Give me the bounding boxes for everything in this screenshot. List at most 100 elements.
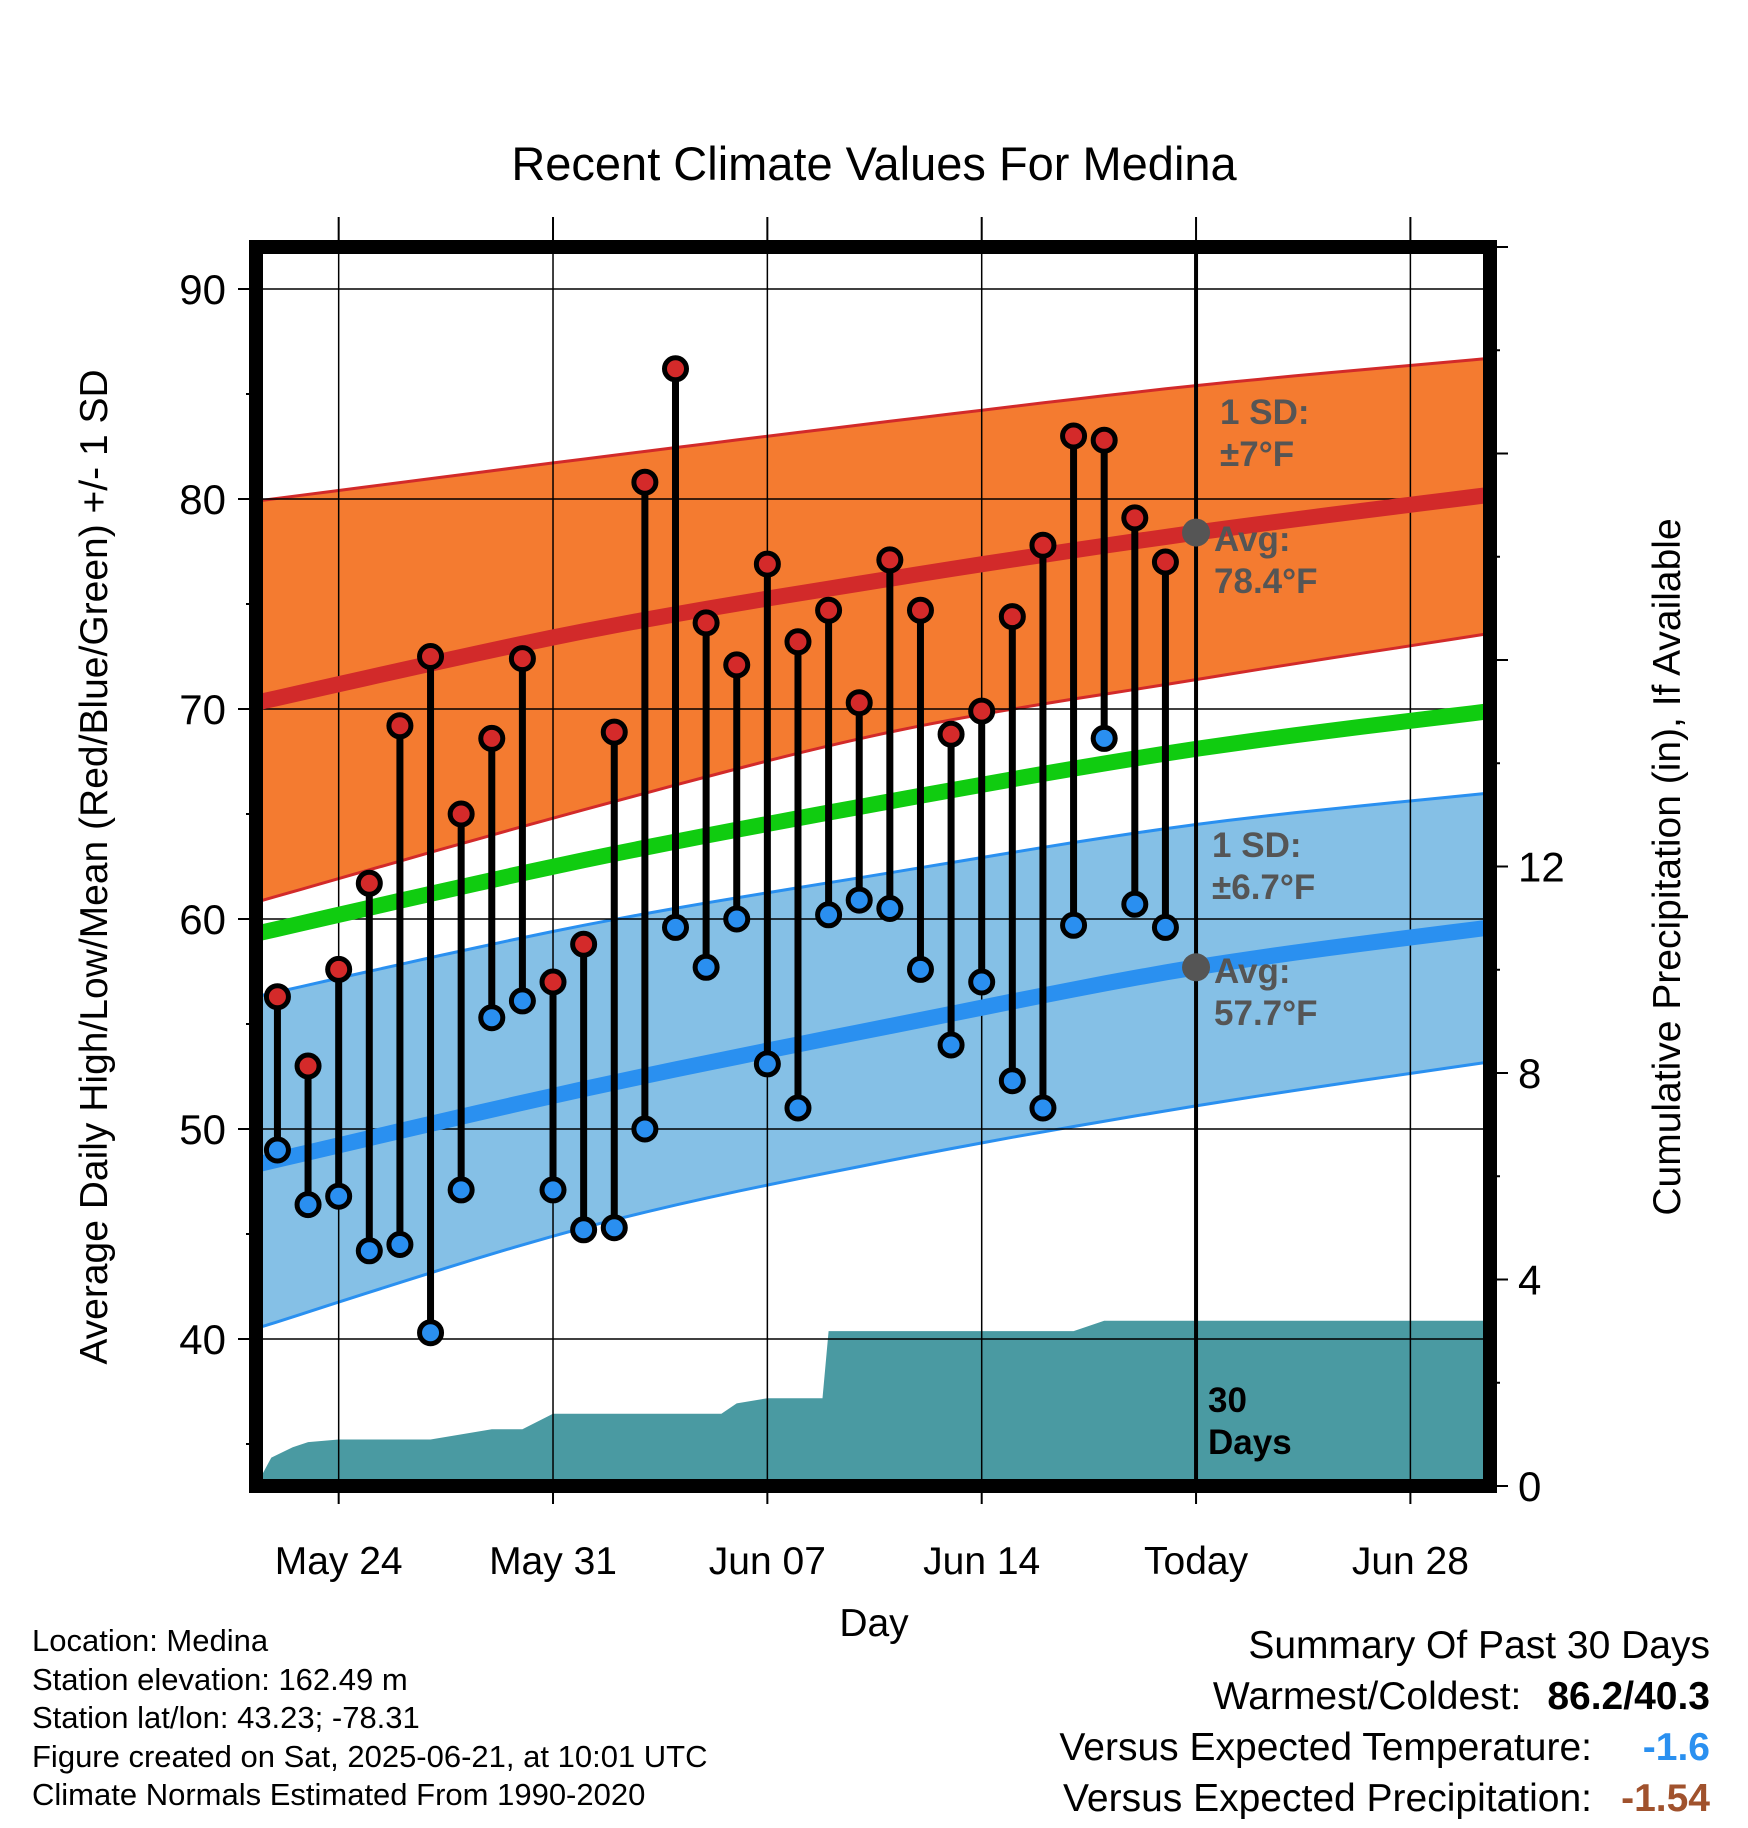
today-avg-low-marker xyxy=(1182,953,1211,982)
warm-cold-value: 86.2/40.3 xyxy=(1547,1675,1710,1718)
low-point xyxy=(876,895,904,922)
created-text: Figure created on Sat, 2025-06-21, at 10… xyxy=(32,1738,708,1774)
x-tick-label: Jun 14 xyxy=(923,1540,1040,1583)
y-tick-label: 40 xyxy=(179,1316,226,1363)
low-point xyxy=(478,1004,506,1032)
precip-days-annotation: 30 Days xyxy=(1208,1381,1292,1462)
high-point xyxy=(1029,531,1057,559)
low-point xyxy=(1029,1094,1057,1122)
high-point xyxy=(937,720,965,748)
x-tick-label: Jun 07 xyxy=(709,1540,826,1583)
today-avg-high-marker xyxy=(1182,518,1211,547)
low-point xyxy=(845,886,873,914)
low-point xyxy=(723,905,751,933)
high-point xyxy=(845,689,873,717)
high-point xyxy=(570,930,598,958)
y2-axis-label: Cumulative Precipitation (in), If Availa… xyxy=(1646,518,1689,1215)
low-point xyxy=(692,953,720,981)
low-point xyxy=(417,1319,445,1347)
annotation-layer: 1 SD: ±7°F Avg: 78.4°F 1 SD: ±6.7°F Avg: 57.7°F… xyxy=(1182,393,1318,1462)
y2-tick-label: 8 xyxy=(1518,1050,1541,1097)
low-point xyxy=(263,1136,291,1164)
high-point xyxy=(723,651,751,679)
high-point xyxy=(508,645,536,673)
low-avg-annotation: Avg: 57.7°F xyxy=(1214,952,1318,1033)
y-tick-label: 90 xyxy=(179,266,226,313)
chart-title: Recent Climate Values For Medina xyxy=(511,137,1237,190)
high-point xyxy=(631,468,659,496)
high-point xyxy=(968,697,996,725)
normals-text: Climate Normals Estimated From 1990-2020 xyxy=(32,1777,646,1812)
low-point xyxy=(508,987,536,1015)
x-tick-label: Today xyxy=(1144,1540,1249,1583)
high-point xyxy=(906,596,934,624)
latlon-text: Station lat/lon: 43.23; -78.31 xyxy=(32,1700,420,1735)
summary-title: Summary Of Past 30 Days xyxy=(1248,1624,1710,1667)
y-tick-label: 60 xyxy=(179,896,226,943)
low-sd-band-lower-edge xyxy=(256,1060,1490,1330)
temp-label: Versus Expected Temperature: xyxy=(1059,1726,1592,1769)
low-point xyxy=(447,1176,475,1204)
low-point xyxy=(1090,724,1118,752)
daily-data-layer xyxy=(263,355,1179,1347)
low-point xyxy=(539,1176,567,1204)
low-point xyxy=(294,1191,322,1219)
low-point xyxy=(570,1216,598,1244)
low-point xyxy=(784,1094,812,1122)
y-axis-label: Average Daily High/Low/Mean (Red/Blue/Gr… xyxy=(73,369,116,1364)
x-tick-label: May 31 xyxy=(489,1540,617,1583)
precip-label: Versus Expected Precipitation: xyxy=(1063,1777,1592,1820)
low-point xyxy=(325,1182,353,1210)
high-point xyxy=(355,869,383,897)
high-point xyxy=(692,609,720,637)
location-text: Location: Medina xyxy=(32,1623,269,1658)
low-point xyxy=(1121,890,1149,918)
y2-tick-label: 12 xyxy=(1518,844,1565,891)
high-sd-annotation: 1 SD: ±7°F xyxy=(1220,393,1309,474)
high-point xyxy=(753,550,781,578)
y-tick-label: 80 xyxy=(179,476,226,523)
high-point xyxy=(325,955,353,983)
y-tick-label: 70 xyxy=(179,686,226,733)
plot-area xyxy=(256,247,1490,1486)
station-info: Location: Medina Station elevation: 162.… xyxy=(32,1622,708,1815)
high-point xyxy=(539,968,567,996)
high-point xyxy=(386,712,414,740)
warm-cold-label: Warmest/Coldest: xyxy=(1212,1675,1522,1718)
high-point xyxy=(478,724,506,752)
high-sd-band xyxy=(256,358,1490,903)
band-layer xyxy=(256,356,1490,1486)
high-sd-band-upper-edge xyxy=(256,356,1490,503)
high-point xyxy=(600,718,628,746)
high-point xyxy=(998,603,1026,631)
x-tick-label: May 24 xyxy=(275,1540,403,1583)
high-point xyxy=(263,983,291,1011)
low-sd-annotation: 1 SD: ±6.7°F xyxy=(1212,826,1315,907)
axis-layer: 40 50 60 70 80 90 0 4 8 12 May 24 May 31 Jun 07 Jun 1… xyxy=(179,217,1565,1583)
elevation-text: Station elevation: 162.49 m xyxy=(32,1661,408,1697)
x-axis-label: Day xyxy=(839,1602,909,1645)
low-point xyxy=(753,1050,781,1078)
high-point xyxy=(1060,422,1088,450)
plot-frame xyxy=(249,240,1497,1493)
low-point xyxy=(1060,911,1088,939)
low-point xyxy=(1151,913,1179,941)
y-tick-label: 50 xyxy=(179,1106,226,1153)
low-point xyxy=(937,1031,965,1059)
high-point xyxy=(417,643,445,670)
high-point xyxy=(815,596,843,624)
summary-temp: Versus Expected Temperature: -1.6 xyxy=(1059,1722,1710,1773)
high-point xyxy=(876,546,904,574)
high-point xyxy=(1121,504,1149,532)
high-point xyxy=(447,800,475,828)
low-point xyxy=(968,968,996,996)
high-point xyxy=(1090,426,1118,454)
y2-tick-label: 4 xyxy=(1518,1257,1541,1304)
summary-panel: Summary Of Past 30 Days Warmest/Coldest:… xyxy=(1059,1620,1710,1824)
low-point xyxy=(355,1237,383,1265)
temp-value: -1.6 xyxy=(1642,1726,1710,1769)
precip-value: -1.54 xyxy=(1621,1777,1710,1820)
low-point xyxy=(906,955,934,983)
high-point xyxy=(1151,548,1179,576)
high-point xyxy=(661,355,689,383)
